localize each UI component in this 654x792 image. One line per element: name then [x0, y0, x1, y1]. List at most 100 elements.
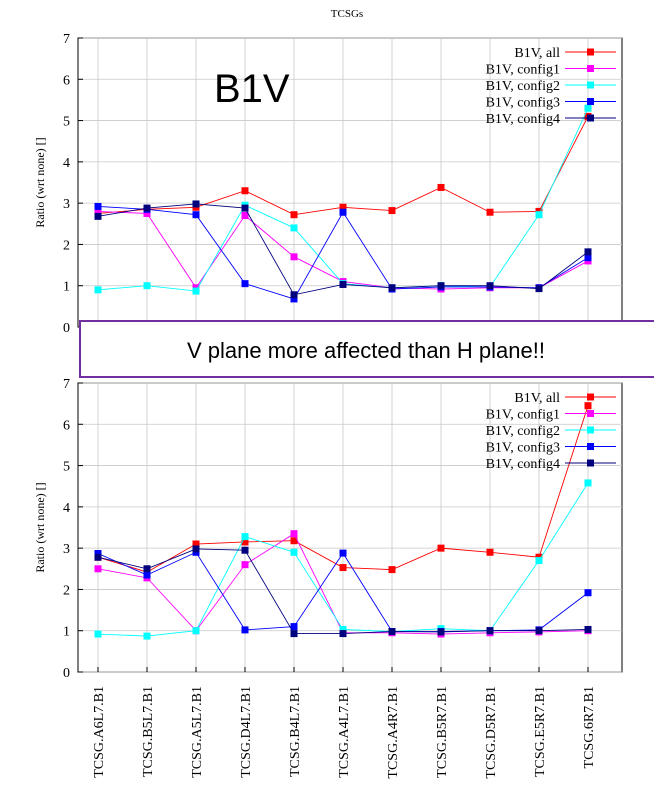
bottom-legend-label-1: B1V, all [514, 391, 560, 406]
x-tick-label: TCSG.D4L7.B1 [239, 686, 254, 778]
banner-text: V plane more affected than H plane!! [187, 338, 545, 363]
x-tick-label: TCSG.A5L7.B1 [190, 686, 205, 778]
top-series-5-point [388, 284, 396, 292]
bottom-series-3-point [290, 548, 298, 556]
top-y-tick-label: 7 [63, 32, 70, 47]
bottom-series-1-point [388, 566, 396, 574]
top-series-5-point [584, 248, 592, 256]
chart-top: 0 1 2 3 4 5 6 7 Ratio (wrt none) [] B1V, all B1V, … [33, 32, 623, 336]
top-legend-label-2: B1V, config1 [486, 63, 560, 78]
bottom-series-4-point [290, 623, 298, 631]
x-tick-label: TCSG.E5R7.B1 [533, 686, 548, 777]
bottom-y-tick-label: 0 [63, 666, 70, 681]
bottom-series-3-point [192, 627, 200, 635]
top-legend-label-3: B1V, config2 [486, 79, 560, 94]
top-series-5-point [486, 282, 494, 290]
x-tick-label: TCSG.B5R7.B1 [435, 686, 450, 778]
top-y-tick-label: 0 [63, 321, 70, 336]
top-series-5-point [290, 291, 298, 299]
top-y-tick-label: 5 [63, 115, 70, 130]
top-series-5-point [437, 282, 445, 290]
top-series-1-point [241, 187, 249, 195]
top-series-3-point [584, 104, 592, 112]
overlay-label: B1V [214, 67, 290, 111]
x-tick-label: TCSG.A6L7.B1 [92, 686, 107, 778]
top-series-4-point [290, 295, 298, 303]
bottom-series-3-point [535, 557, 543, 565]
bottom-series-5-point [241, 546, 249, 554]
bottom-legend-marker-5 [587, 459, 594, 467]
bottom-series-3-point [94, 630, 102, 638]
bottom-legend-marker-3 [587, 426, 594, 434]
top-series-5-point [192, 200, 200, 208]
top-series-4-point [94, 202, 102, 210]
top-series-1-point [388, 207, 396, 215]
top-legend-marker-3 [587, 81, 594, 89]
bottom-series-5-point [290, 630, 298, 638]
top-series-3-point [535, 211, 543, 219]
bottom-series-5-point [535, 627, 543, 635]
top-series-1-point [339, 203, 347, 211]
x-tick-label: TCSG.B4L7.B1 [288, 686, 303, 777]
bottom-legend-label-3: B1V, config2 [486, 424, 560, 439]
banner-box [79, 320, 654, 378]
top-series-3-point [192, 287, 200, 295]
top-y-tick-label: 2 [63, 238, 70, 253]
bottom-series-4-point [94, 550, 102, 558]
bottom-series-1-point [241, 538, 249, 546]
top-legend-marker-5 [587, 114, 594, 122]
bottom-y-tick-label: 4 [63, 501, 70, 516]
bottom-series-5-point [143, 565, 151, 573]
bottom-series-5-point [584, 625, 592, 633]
top-series-2-point [290, 253, 298, 261]
top-series-5-point [535, 285, 543, 293]
bottom-series-2-point [241, 561, 249, 569]
bottom-series-1-point [192, 540, 200, 548]
top-series-3-point [290, 224, 298, 232]
top-series-2-point [241, 212, 249, 220]
chart-bottom: 0 1 2 3 4 5 6 7 TCSG.A6L7.B1 TCSG.B5L7.B1 TCSG.A5L… [33, 377, 623, 779]
bottom-series-3-point [339, 625, 347, 633]
bottom-series-3-point [584, 479, 592, 487]
top-series-1-point [290, 211, 298, 219]
bottom-series-1-point [584, 402, 592, 410]
bottom-legend-marker-1 [587, 393, 594, 401]
bottom-series-4-point [143, 571, 151, 579]
top-y-tick-label: 4 [63, 156, 70, 171]
bottom-y-tick-label: 7 [63, 377, 70, 392]
top-series-3-point [143, 282, 151, 290]
bottom-y-tick-label: 5 [63, 460, 70, 475]
top-legend-label-5: B1V, config4 [486, 112, 560, 127]
bottom-series-1-point [437, 544, 445, 552]
top-series-3-point [94, 286, 102, 294]
bottom-series-1-point [290, 537, 298, 545]
bottom-legend-marker-4 [587, 443, 594, 450]
bottom-series-2-point [290, 530, 298, 538]
x-tick-label: TCSG.A4R7.B1 [386, 686, 401, 779]
bottom-series-5-point [388, 628, 396, 636]
top-legend-label-4: B1V, config3 [486, 96, 560, 111]
bottom-series-2-point [94, 565, 102, 573]
top-y-tick-label: 3 [63, 197, 70, 212]
bottom-series-5-point [192, 545, 200, 553]
x-tick-label: TCSG.A4L7.B1 [337, 686, 352, 778]
top-series-5-point [339, 280, 347, 288]
bottom-series-4-point [584, 589, 592, 597]
x-tick-label: TCSG.6R7.B1 [582, 686, 597, 768]
top-series-4-point [192, 211, 200, 219]
bottom-series-3-point [143, 632, 151, 640]
bottom-series-1-point [486, 548, 494, 556]
bottom-y-tick-label: 3 [63, 542, 70, 557]
bottom-series-4-point [241, 626, 249, 634]
top-series-5-point [94, 212, 102, 220]
x-tick-label: TCSG.D5R7.B1 [484, 686, 499, 779]
top-series-5-point [241, 204, 249, 212]
page-title: TCSGs [331, 8, 363, 20]
bottom-series-4-point [339, 549, 347, 557]
bottom-y-tick-label: 1 [63, 625, 70, 640]
top-y-tick-label: 1 [63, 280, 70, 295]
bottom-series-1-point [339, 564, 347, 572]
top-series-2-point [143, 209, 151, 217]
bottom-series-3-point [241, 533, 249, 541]
bottom-series-5-point [437, 628, 445, 636]
